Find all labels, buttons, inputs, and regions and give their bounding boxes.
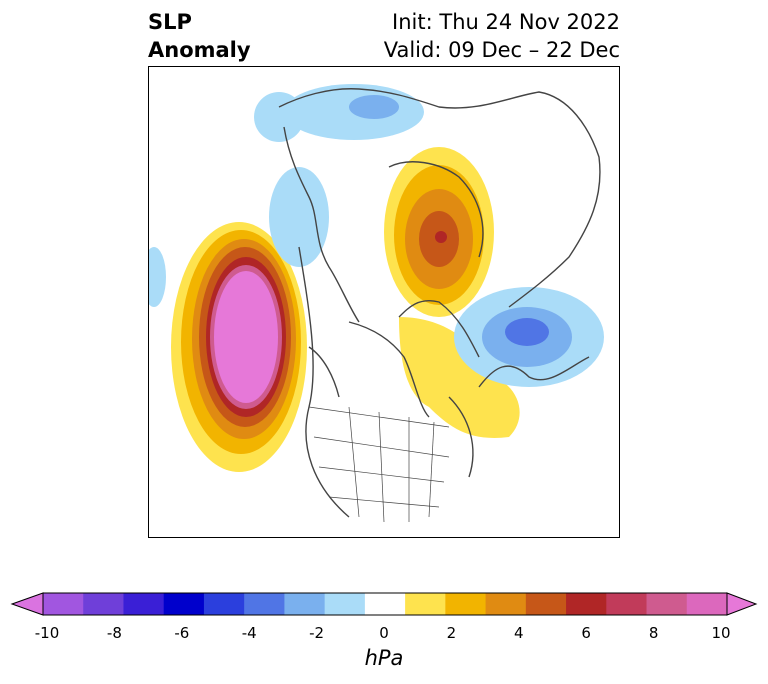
- colorbar-tick-label: -2: [309, 624, 325, 642]
- colorbar-segment: [324, 593, 366, 615]
- positive-anomaly-pacific: [171, 222, 307, 472]
- colorbar-tick-label: 6: [581, 624, 591, 642]
- plot-title-right: Init: Thu 24 Nov 2022 Valid: 09 Dec – 22…: [384, 8, 620, 64]
- colorbar-segment: [646, 593, 688, 615]
- colorbar-tick-label: 4: [514, 624, 524, 642]
- colorbar-segment: [686, 593, 728, 615]
- title-quantity: Anomaly: [148, 38, 251, 62]
- colorbar-segment: [244, 593, 285, 615]
- colorbar-tick-label: 2: [446, 624, 457, 642]
- colorbar-segment: [364, 593, 406, 615]
- colorbar-segment: [163, 593, 205, 615]
- negative-anomaly-pacific-north: [149, 84, 424, 307]
- colorbar-tick-label: 0: [379, 624, 389, 642]
- colorbar: [10, 592, 758, 616]
- colorbar-tick-label: -6: [174, 624, 190, 642]
- colorbar-segment: [405, 593, 446, 615]
- colorbar-segment: [485, 593, 527, 615]
- colorbar-extend-low: [10, 592, 44, 616]
- colorbar-segment: [203, 593, 245, 615]
- state-borders: [308, 406, 450, 523]
- colorbar-segment: [83, 593, 124, 615]
- colorbar-tick-label: -4: [241, 624, 257, 642]
- colorbar-segment: [566, 593, 607, 615]
- colorbar-tick-label: 10: [711, 624, 731, 642]
- colorbar-units: hPa: [364, 646, 404, 670]
- colorbar-segment: [43, 593, 84, 615]
- colorbar-segment: [284, 593, 326, 615]
- plot-title-left: SLP Anomaly: [148, 8, 251, 64]
- colorbar-tick-label: -10: [34, 624, 60, 642]
- anomaly-map: [148, 66, 620, 538]
- positive-anomaly-atlantic: [399, 317, 520, 438]
- colorbar-tick-label: 8: [648, 624, 659, 642]
- colorbar-segment: [445, 593, 487, 615]
- title-variable: SLP: [148, 10, 192, 34]
- colorbar-extend-high: [726, 592, 758, 616]
- colorbar-segment: [123, 593, 165, 615]
- valid-range: Valid: 09 Dec – 22 Dec: [383, 38, 620, 62]
- map-canvas: [149, 84, 604, 523]
- colorbar-segment: [606, 593, 648, 615]
- negative-anomaly-europe: [454, 287, 604, 387]
- init-date: Init: Thu 24 Nov 2022: [392, 10, 620, 34]
- positive-anomaly-eurasia: [384, 147, 494, 317]
- colorbar-tick-label: -8: [106, 624, 122, 642]
- colorbar-segment: [525, 593, 567, 615]
